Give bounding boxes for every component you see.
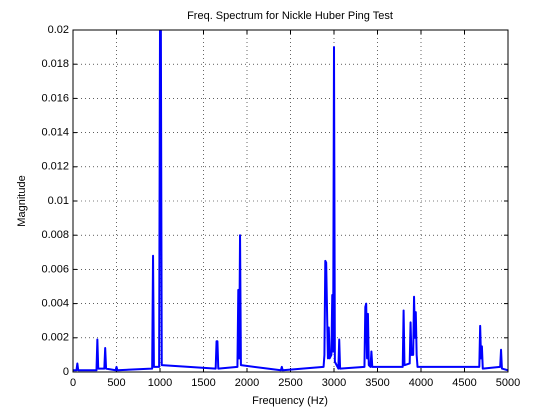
x-tick-label: 1000 <box>148 377 172 389</box>
spectrum-line <box>73 30 508 372</box>
y-tick-label: 0.004 <box>41 298 69 310</box>
y-tick-label: 0.016 <box>41 92 69 104</box>
y-tick-label: 0.002 <box>41 332 69 344</box>
y-tick-label: 0.01 <box>48 195 69 207</box>
plot-area <box>73 30 508 372</box>
axes-box <box>72 29 509 373</box>
y-tick-label: 0.008 <box>41 229 69 241</box>
x-tick-label: 3000 <box>322 377 346 389</box>
chart-title: Freq. Spectrum for Nickle Huber Ping Tes… <box>187 10 393 22</box>
y-tick-label: 0.014 <box>41 127 69 139</box>
y-tick-label: 0.02 <box>48 24 69 36</box>
x-tick-label: 1500 <box>191 377 215 389</box>
x-tick-label: 500 <box>107 377 125 389</box>
x-tick-label: 4000 <box>409 377 433 389</box>
x-tick-label: 2000 <box>235 377 259 389</box>
y-axis-label: Magnitude <box>16 175 28 226</box>
y-tick-label: 0.012 <box>41 161 69 173</box>
y-tick-label: 0.006 <box>41 263 69 275</box>
x-tick-label: 0 <box>70 377 76 389</box>
y-tick-label: 0.018 <box>41 58 69 70</box>
x-tick-label: 3500 <box>365 377 389 389</box>
x-axis-label: Frequency (Hz) <box>252 395 328 407</box>
x-tick-label: 5000 <box>496 377 520 389</box>
y-tick-label: 0 <box>63 366 69 378</box>
x-tick-label: 2500 <box>278 377 302 389</box>
x-tick-label: 4500 <box>452 377 476 389</box>
